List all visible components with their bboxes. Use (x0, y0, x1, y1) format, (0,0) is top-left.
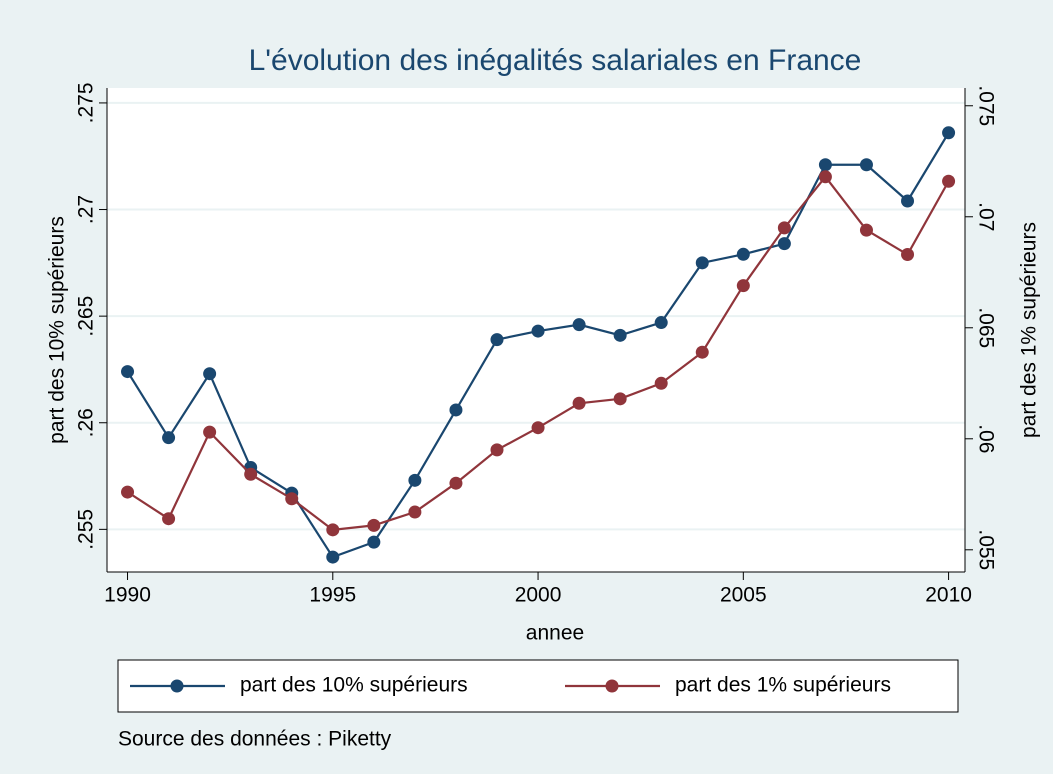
marker (942, 174, 956, 188)
y-tick-label: .275 (75, 82, 98, 123)
marker (121, 365, 135, 379)
y-tick-label: .255 (75, 509, 98, 550)
marker (777, 221, 791, 235)
marker (736, 247, 750, 261)
y2-tick-label: .075 (974, 85, 997, 126)
x-axis-title: annee (526, 622, 584, 645)
y-axis-title: part des 10% supérieurs (46, 216, 69, 444)
marker (162, 512, 176, 526)
marker (901, 194, 915, 208)
y2-axis-title: part des 1% supérieurs (1018, 222, 1041, 438)
marker (613, 328, 627, 342)
marker (326, 550, 340, 564)
x-tick-label: 1995 (309, 584, 356, 607)
marker (285, 492, 299, 506)
legend (117, 659, 959, 713)
y2-tick-label: .065 (974, 307, 997, 348)
marker (818, 170, 832, 184)
marker (367, 518, 381, 532)
marker (490, 443, 504, 457)
y2-tick-label: .06 (974, 424, 997, 453)
marker (572, 318, 586, 332)
marker (531, 324, 545, 338)
marker (449, 476, 463, 490)
marker (859, 158, 873, 172)
y-tick-label: .265 (75, 296, 98, 337)
legend-marker (170, 679, 184, 693)
marker (244, 467, 258, 481)
legend-label: part des 10% supérieurs (240, 674, 468, 697)
marker (901, 248, 915, 262)
y2-tick-label: .07 (974, 202, 997, 231)
legend-label: part des 1% supérieurs (675, 674, 891, 697)
y-tick-label: .27 (75, 195, 98, 224)
marker (777, 237, 791, 251)
x-tick-label: 1990 (104, 584, 151, 607)
note: Source des données : Piketty (118, 728, 392, 751)
marker (695, 256, 709, 270)
marker (695, 345, 709, 359)
marker (408, 473, 422, 487)
marker (408, 505, 422, 519)
marker (654, 376, 668, 390)
marker (818, 158, 832, 172)
marker (654, 316, 668, 330)
marker (531, 421, 545, 435)
marker (203, 425, 217, 439)
legend-marker (605, 679, 619, 693)
y-tick-label: .26 (75, 408, 98, 437)
x-tick-label: 2000 (515, 584, 562, 607)
marker (736, 279, 750, 293)
marker (326, 523, 340, 537)
marker (572, 396, 586, 410)
marker (490, 333, 504, 347)
marker (121, 485, 135, 499)
marker (613, 392, 627, 406)
y2-tick-label: .055 (974, 529, 997, 570)
marker (859, 223, 873, 237)
x-tick-label: 2010 (925, 584, 972, 607)
marker (162, 431, 176, 445)
marker (449, 403, 463, 417)
x-tick-label: 2005 (720, 584, 767, 607)
marker (203, 367, 217, 381)
chart-title: L'évolution des inégalités salariales en… (249, 44, 862, 77)
marker (942, 126, 956, 140)
marker (367, 535, 381, 549)
